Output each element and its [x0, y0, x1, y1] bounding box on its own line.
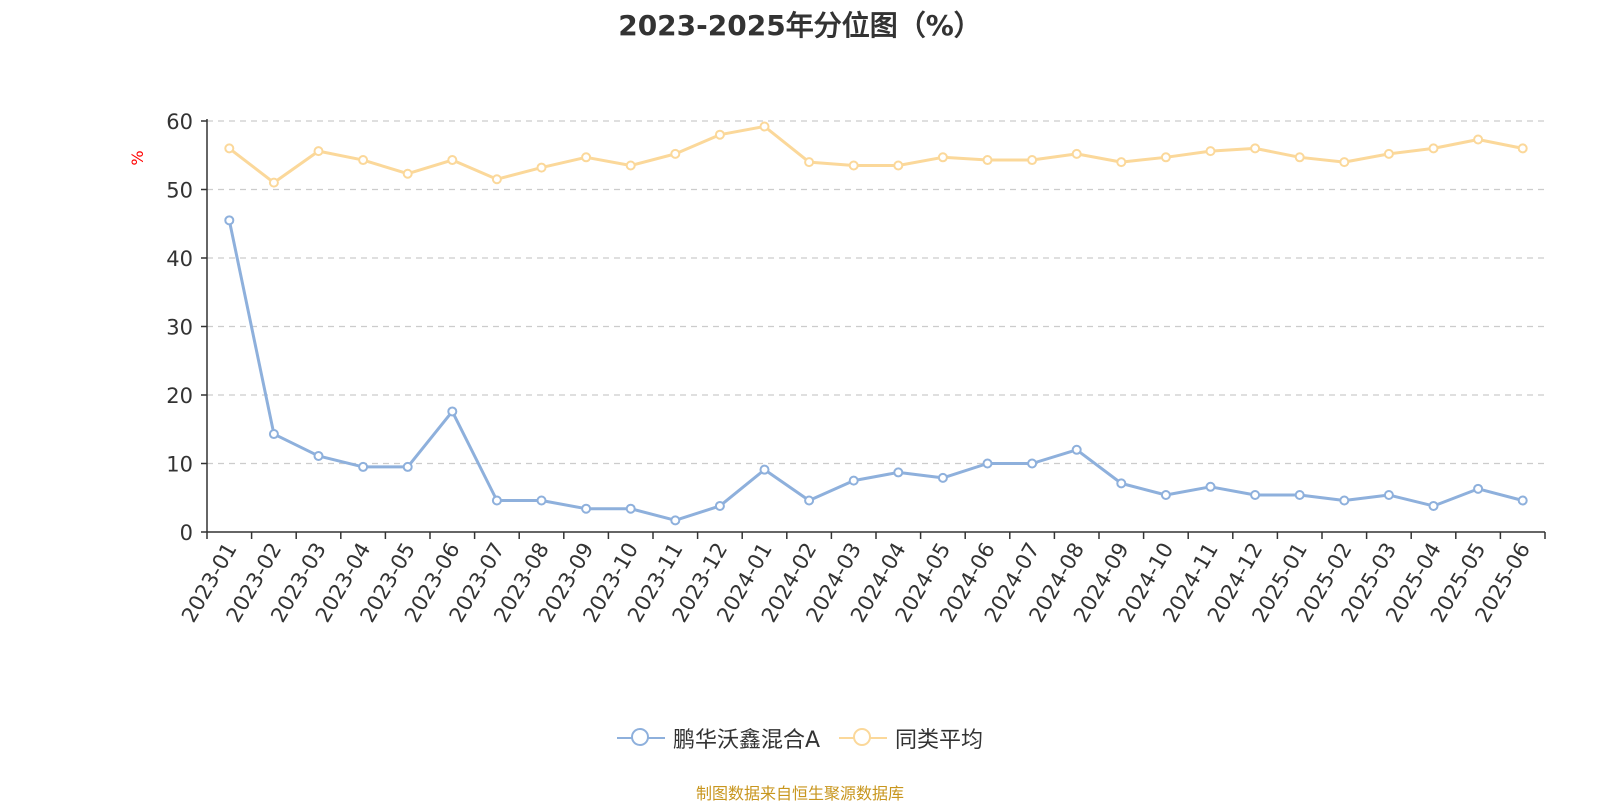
series-line-0 — [227, 220, 1524, 522]
data-point-series-0 — [625, 503, 636, 514]
data-point-series-1 — [1428, 143, 1439, 154]
data-point-series-1 — [625, 160, 636, 171]
data-point-series-0 — [313, 450, 324, 461]
data-point-series-1 — [1160, 152, 1171, 163]
data-point-series-1 — [848, 160, 859, 171]
data-point-series-0 — [714, 500, 725, 511]
data-point-series-0 — [1250, 490, 1261, 501]
data-point-series-0 — [1205, 481, 1216, 492]
data-point-series-0 — [759, 464, 770, 475]
data-point-series-1 — [1517, 143, 1528, 154]
y-tick-label: 10 — [166, 453, 193, 477]
data-point-series-0 — [1428, 500, 1439, 511]
data-point-series-0 — [982, 458, 993, 469]
data-point-series-0 — [848, 475, 859, 486]
data-point-series-1 — [1294, 152, 1305, 163]
data-point-series-1 — [402, 168, 413, 179]
axes: 01020304050602023-012023-022023-032023-0… — [166, 110, 1546, 626]
data-point-series-1 — [982, 155, 993, 166]
legend-label-series-1: 同类平均 — [895, 728, 984, 753]
legend-swatch-series-1 — [839, 726, 888, 750]
data-point-series-1 — [670, 148, 681, 159]
data-point-series-0 — [581, 503, 592, 514]
data-point-series-0 — [1160, 490, 1171, 501]
data-point-series-1 — [1339, 157, 1350, 168]
data-point-series-1 — [1250, 143, 1261, 154]
data-point-series-0 — [1294, 490, 1305, 501]
data-point-series-1 — [937, 152, 948, 163]
data-point-series-1 — [1071, 148, 1082, 159]
legend: 鹏华沃鑫混合A 同类平均 — [0, 722, 1600, 756]
y-tick-label: 60 — [166, 110, 193, 134]
series-line-1 — [228, 124, 1523, 185]
data-point-series-0 — [536, 495, 547, 506]
data-point-series-0 — [670, 515, 681, 526]
data-point-series-1 — [536, 162, 547, 173]
y-tick-label: 40 — [166, 247, 193, 271]
data-point-series-0 — [447, 406, 458, 417]
y-tick-label: 30 — [166, 316, 193, 340]
source-note: 制图数据来自恒生聚源数据库 — [695, 784, 904, 803]
data-point-series-1 — [358, 155, 369, 166]
data-point-series-1 — [224, 143, 235, 154]
data-point-series-0 — [1027, 458, 1038, 469]
data-point-series-0 — [268, 429, 279, 440]
data-point-series-0 — [1473, 483, 1484, 494]
data-point-series-1 — [491, 174, 502, 185]
data-point-series-1 — [313, 146, 324, 157]
data-point-series-0 — [491, 495, 502, 506]
data-point-series-1 — [804, 157, 815, 168]
data-point-series-0 — [937, 472, 948, 483]
data-point-series-1 — [1116, 157, 1127, 168]
data-point-series-1 — [1383, 148, 1394, 159]
data-point-series-1 — [447, 155, 458, 166]
data-point-series-0 — [224, 215, 235, 226]
legend-label-series-0: 鹏华沃鑫混合A — [672, 728, 821, 753]
data-point-series-0 — [893, 467, 904, 478]
data-point-series-0 — [1383, 490, 1394, 501]
data-point-series-0 — [1339, 495, 1350, 506]
data-point-series-0 — [358, 461, 369, 472]
chart-title: 2023-2025年分位图（%） — [618, 9, 982, 42]
series — [224, 121, 1528, 526]
data-point-series-1 — [714, 129, 725, 140]
y-tick-label: 0 — [180, 521, 193, 545]
data-point-series-1 — [268, 177, 279, 188]
y-tick-label: 20 — [166, 384, 193, 408]
legend-item-series-0[interactable]: 鹏华沃鑫混合A — [616, 722, 821, 754]
data-point-series-1 — [1473, 134, 1484, 145]
data-point-series-0 — [402, 461, 413, 472]
data-point-series-1 — [759, 121, 770, 132]
data-point-series-1 — [581, 152, 592, 163]
y-axis-unit-label: % — [128, 150, 147, 165]
data-point-series-0 — [1116, 478, 1127, 489]
data-point-series-0 — [804, 495, 815, 506]
legend-item-series-1[interactable]: 同类平均 — [839, 722, 983, 754]
data-point-series-0 — [1071, 444, 1082, 455]
data-point-series-1 — [1205, 146, 1216, 157]
y-tick-label: 50 — [166, 179, 193, 203]
legend-swatch-series-0 — [616, 726, 665, 750]
data-point-series-1 — [893, 160, 904, 171]
data-point-series-0 — [1517, 495, 1528, 506]
gridlines — [207, 120, 1545, 465]
data-point-series-1 — [1027, 155, 1038, 166]
